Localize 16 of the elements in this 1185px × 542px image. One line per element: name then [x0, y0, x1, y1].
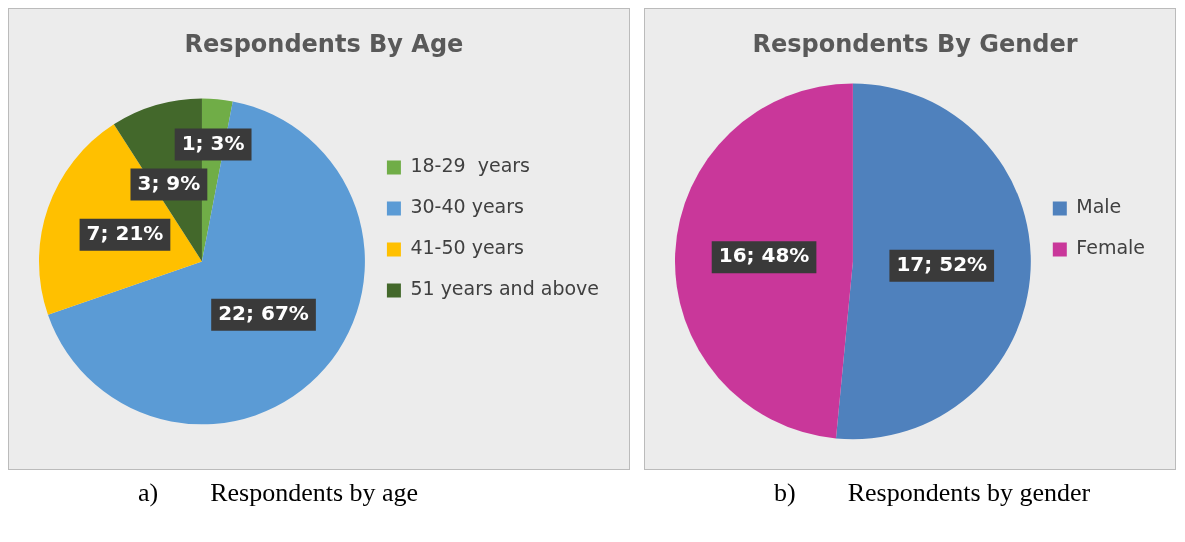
legend-label: 51 years and above: [410, 277, 599, 300]
text: a) Respondents by age: [137, 478, 420, 508]
data-label: 16; 48%: [718, 243, 810, 268]
legend-label: Female: [1076, 236, 1145, 259]
chart-title: Respondents By Gender: [752, 29, 1078, 58]
text: b) Respondents by gender: [773, 478, 1092, 508]
data-label: 3; 9%: [137, 170, 201, 195]
legend-label: 41-50 years: [410, 236, 524, 259]
legend-label: 30-40 years: [410, 195, 524, 218]
chart-title: Respondents By Age: [184, 29, 464, 58]
data-label: 17; 52%: [896, 251, 988, 276]
data-label: 22; 67%: [218, 300, 309, 325]
data-label: 7; 21%: [86, 220, 164, 245]
legend-label: Male: [1076, 195, 1122, 218]
data-label: 1; 3%: [181, 130, 245, 155]
legend-label: 18-29 years: [410, 154, 530, 177]
